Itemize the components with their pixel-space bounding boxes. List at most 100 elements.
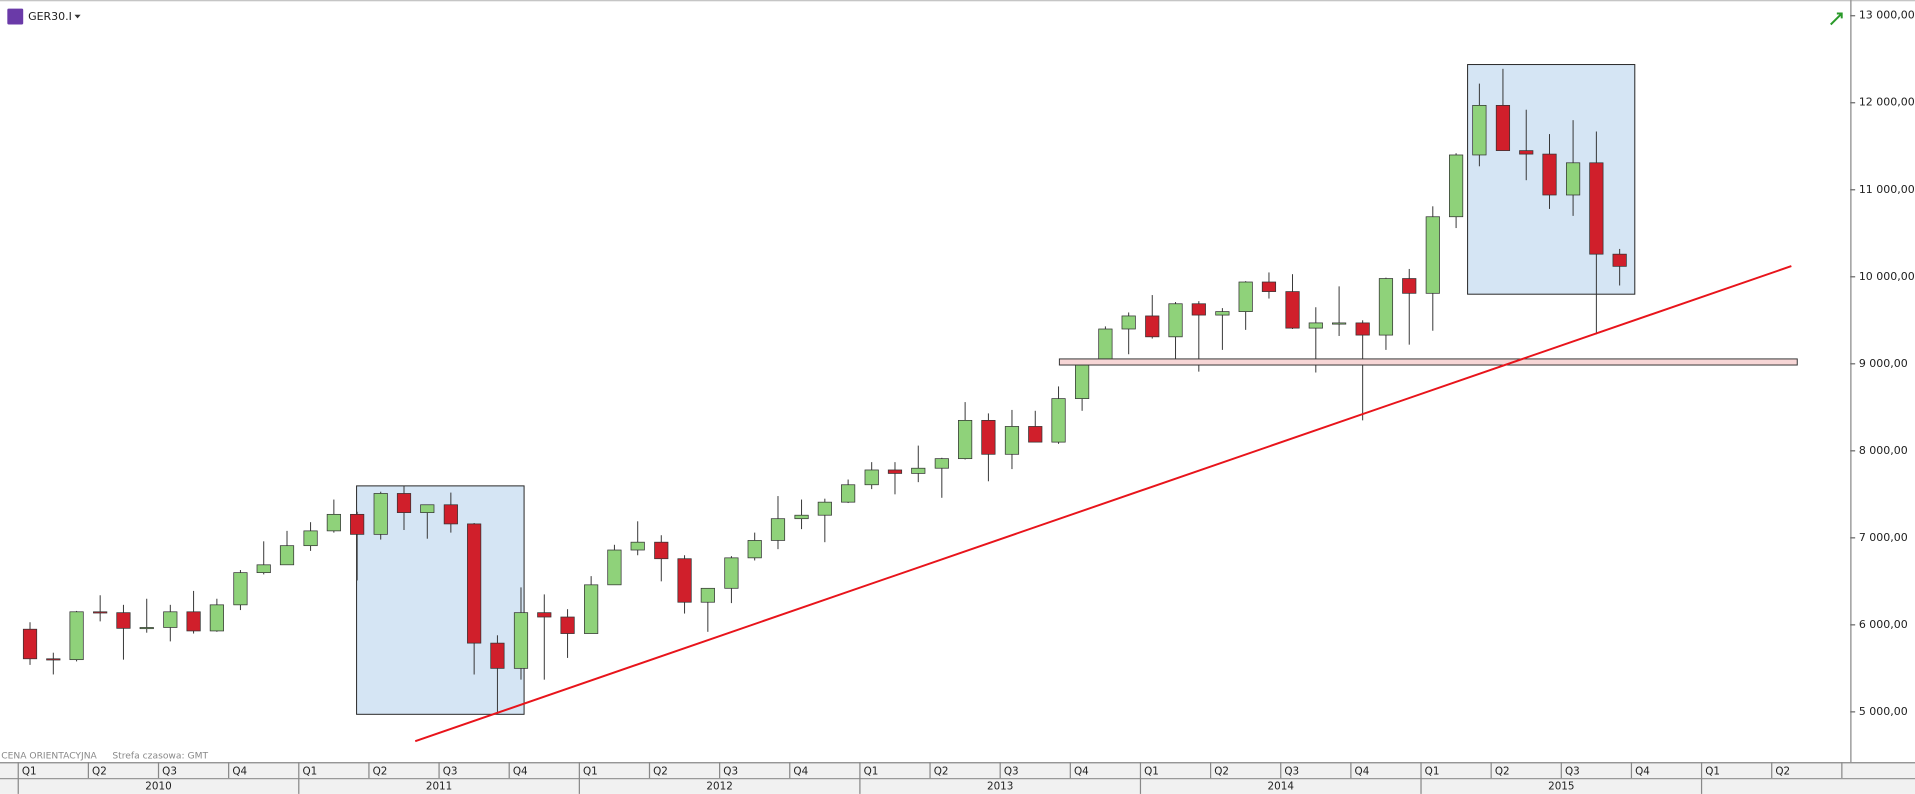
candle-body	[1285, 291, 1300, 329]
candle-body	[1565, 162, 1581, 196]
quarter-label: Q1	[1144, 765, 1159, 777]
candle-body	[467, 523, 482, 644]
year-label: 2011	[426, 781, 452, 793]
overlay	[414, 265, 1798, 743]
candle-body	[46, 658, 61, 661]
quarter-label: Q2	[1495, 765, 1510, 777]
quarter-label: Q3	[1004, 765, 1019, 777]
quarter-label: Q3	[162, 765, 177, 777]
year-label: 2013	[987, 781, 1013, 793]
quarter-label: Q4	[513, 765, 528, 777]
symbol-selector[interactable]: GER30.I	[7, 8, 81, 25]
trend-icon[interactable]	[1830, 12, 1843, 26]
candle-body	[1402, 278, 1417, 294]
candle-body	[396, 493, 412, 513]
quarter-label: Q1	[864, 765, 879, 777]
quarter-label: Q2	[934, 765, 949, 777]
candle-body	[911, 467, 926, 474]
candle-body	[537, 612, 552, 618]
candle-body	[1519, 150, 1534, 155]
candle-body	[373, 493, 388, 535]
candle-body	[1121, 315, 1136, 330]
candle-body	[443, 504, 458, 525]
quarter-label: Q2	[653, 765, 668, 777]
quarter-label: Q4	[1635, 765, 1650, 777]
candle-body	[1472, 105, 1487, 156]
candle-body	[887, 469, 903, 474]
candle-body	[607, 549, 622, 586]
quarter-label: Q2	[1775, 765, 1790, 777]
quarter-label: Q2	[1214, 765, 1229, 777]
candle-body	[420, 504, 435, 513]
symbol-icon	[7, 8, 24, 25]
candle-body	[93, 611, 108, 614]
quarter-label: Q3	[1565, 765, 1580, 777]
candle-body	[1495, 105, 1511, 151]
candle-body	[490, 642, 505, 669]
candle-body	[1238, 281, 1253, 312]
quarter-label: Q2	[373, 765, 388, 777]
quarter-label: Q1	[1705, 765, 1720, 777]
candle-body	[958, 419, 973, 460]
candle-body	[1612, 253, 1627, 267]
candle-body	[1004, 426, 1020, 455]
y-tick-label: 11 000,00	[1859, 183, 1915, 196]
candle-body	[1145, 315, 1160, 338]
candle-body	[1589, 162, 1604, 255]
candle-body	[1075, 360, 1090, 399]
year-label: 2015	[1548, 781, 1574, 793]
candle-body	[256, 564, 271, 574]
candle-body	[139, 627, 154, 630]
y-tick-label: 8 000,00	[1859, 444, 1908, 457]
quarter-label: Q1	[583, 765, 598, 777]
candle-body	[1332, 322, 1347, 325]
candle-body	[116, 612, 131, 629]
candle-body	[794, 514, 809, 520]
candle-body	[981, 419, 996, 455]
candle-body	[303, 530, 318, 547]
symbol-name[interactable]: GER30.I	[28, 10, 72, 23]
candle-body	[841, 484, 856, 503]
candle-body	[747, 540, 762, 559]
y-tick-label: 7 000,00	[1859, 531, 1908, 544]
candle-body	[1308, 322, 1323, 329]
y-tick-label: 9 000,00	[1859, 357, 1908, 370]
quarter-label: Q3	[443, 765, 458, 777]
candle-body	[22, 628, 38, 660]
quarter-label: Q4	[1074, 765, 1089, 777]
quarter-label: Q3	[1284, 765, 1299, 777]
trendline	[414, 265, 1792, 743]
support-zone	[1058, 358, 1798, 366]
quarter-label: Q4	[1355, 765, 1370, 777]
candle-body	[1378, 278, 1394, 336]
candle-body	[1191, 303, 1206, 316]
candles	[22, 68, 1627, 715]
candle-body	[69, 611, 84, 661]
y-tick-label: 10 000,00	[1859, 270, 1915, 283]
quarter-label: Q1	[302, 765, 317, 777]
candle-body	[1028, 426, 1043, 443]
quarter-label: Q4	[232, 765, 247, 777]
quarter-label: Q3	[723, 765, 738, 777]
price-note: CENA ORIENTACYJNA	[1, 752, 97, 762]
quarter-label: Q2	[92, 765, 107, 777]
dropdown-arrow[interactable]	[74, 14, 81, 19]
candle-body	[186, 611, 201, 632]
candle-body	[1355, 322, 1370, 336]
candle-body	[1449, 154, 1464, 218]
year-label: 2012	[706, 781, 732, 793]
candle-body	[584, 584, 599, 634]
candle-body	[1051, 398, 1066, 443]
candle-body	[326, 513, 341, 532]
candle-body	[560, 616, 575, 634]
candle-body	[724, 557, 739, 589]
candle-body	[934, 458, 949, 469]
y-tick-label: 12 000,00	[1859, 96, 1915, 109]
candle-body	[513, 612, 529, 669]
y-tick-label: 6 000,00	[1859, 618, 1908, 631]
candle-body	[233, 572, 248, 606]
candle-body	[864, 469, 879, 486]
y-tick-label: 13 000,00	[1859, 9, 1915, 22]
quarter-label: Q1	[1425, 765, 1440, 777]
